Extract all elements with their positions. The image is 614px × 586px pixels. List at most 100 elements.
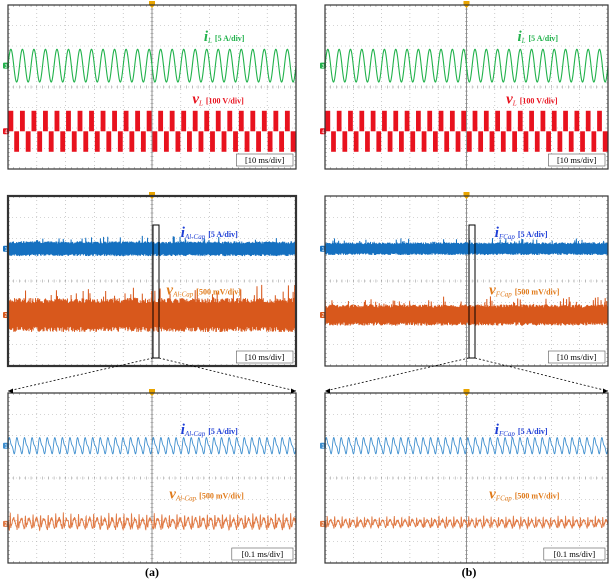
pwm-pulse-negative xyxy=(83,131,89,152)
label-symbol: v xyxy=(489,486,496,502)
pwm-pulse-positive xyxy=(19,110,25,132)
pwm-pulse-positive xyxy=(112,110,117,132)
screen-frame xyxy=(324,392,609,564)
label-subscript: Al-Cap xyxy=(175,494,197,502)
waveform-line xyxy=(324,436,609,455)
time-scale-label: [10 ms/div] xyxy=(557,155,597,165)
label-symbol: i xyxy=(181,422,186,438)
pwm-pulse-negative xyxy=(175,131,181,152)
label-scale: [5 A/div] xyxy=(208,427,238,436)
time-scale-label: [10 ms/div] xyxy=(557,352,597,362)
pwm-pulse-negative xyxy=(71,131,77,152)
pwm-pulse-negative xyxy=(279,131,285,152)
trace-label: vFCap [500 mV/div] xyxy=(489,486,560,502)
pwm-pulse-positive xyxy=(284,110,290,132)
time-scale-frame xyxy=(543,547,606,561)
pwm-pulse-positive xyxy=(359,110,365,132)
trace-label: vAl-Cap [500 mV/div] xyxy=(169,486,244,502)
label-subscript: Al-Cap xyxy=(184,430,206,438)
channel-number: 1 xyxy=(5,444,8,450)
pwm-pulse-negative xyxy=(14,131,20,152)
screen-frame xyxy=(324,4,609,170)
caption-a: (a) xyxy=(145,565,159,579)
pwm-pulse-positive xyxy=(483,110,489,132)
pwm-pulse-negative xyxy=(591,131,597,152)
pwm-pulse-negative xyxy=(221,131,227,152)
scope-panel-b-top: 3iL [5 A/div]4vL [100 V/div][10 ms/div] xyxy=(320,1,609,170)
trace-label: iFCap [5 A/div] xyxy=(495,225,548,241)
zoom-connector-left xyxy=(324,357,470,392)
label-scale: [100 V/div] xyxy=(520,96,558,105)
channel-number: 4 xyxy=(5,129,8,135)
pwm-pulse-negative xyxy=(353,131,359,152)
pwm-pulse-negative xyxy=(290,131,296,152)
label-symbol: v xyxy=(489,283,496,299)
pwm-pulse-negative xyxy=(187,131,192,152)
channel-number: 2 xyxy=(5,313,8,319)
pwm-pulse-positive xyxy=(540,110,546,132)
label-symbol: i xyxy=(181,225,186,241)
pwm-pulse-negative xyxy=(432,131,438,152)
waveform-line xyxy=(7,48,297,83)
zoom-connectors xyxy=(7,224,609,394)
time-scale-box: [0.1 ms/div] xyxy=(231,547,294,561)
waveform-line xyxy=(7,512,297,532)
time-scale-frame xyxy=(236,153,294,167)
pwm-pulse-positive xyxy=(181,110,187,132)
label-subscript: L xyxy=(521,37,526,45)
pwm-pulse-positive xyxy=(66,110,71,132)
pwm-pulse-positive xyxy=(273,110,279,132)
time-scale-box: [10 ms/div] xyxy=(236,153,294,167)
screen-frame xyxy=(7,4,297,170)
pwm-pulse-positive xyxy=(529,110,534,132)
screen-frame xyxy=(7,392,297,564)
pwm-pulse-negative xyxy=(25,131,31,152)
label-subscript: Al-Cap xyxy=(184,233,206,241)
time-scale-label: [0.1 ms/div] xyxy=(242,549,284,559)
pwm-pulse-negative xyxy=(331,131,336,152)
channel-number: 1 xyxy=(322,444,325,450)
time-scale-box: [10 ms/div] xyxy=(548,153,606,167)
pwm-pulse-positive xyxy=(517,110,523,132)
pwm-pulse-positive xyxy=(336,110,342,132)
label-scale: [5 A/div] xyxy=(215,34,245,43)
label-symbol: v xyxy=(166,283,173,299)
screen-frame xyxy=(324,195,609,367)
pwm-pulse-negative xyxy=(342,131,348,152)
time-scale-frame xyxy=(548,350,606,364)
pwm-pulse-negative xyxy=(557,131,563,152)
channel-number: 2 xyxy=(322,313,325,319)
pwm-pulse-positive xyxy=(54,110,60,132)
pwm-pulse-positive xyxy=(238,110,244,132)
pwm-pulse-negative xyxy=(568,131,574,152)
pwm-pulse-positive xyxy=(348,110,353,132)
scope-panel-a-top: 3iL [5 A/div]4vL [100 V/div][10 ms/div] xyxy=(3,1,297,170)
pwm-pulse-negative xyxy=(523,131,529,152)
pwm-pulse-positive xyxy=(461,110,467,132)
pwm-pulse-negative xyxy=(421,131,427,152)
pwm-pulse-negative xyxy=(210,131,215,152)
pwm-pulse-positive xyxy=(169,110,175,132)
pwm-pulse-negative xyxy=(37,131,43,152)
channel-number: 3 xyxy=(5,64,8,70)
label-scale: [5 A/div] xyxy=(208,230,238,239)
time-scale-frame xyxy=(231,547,294,561)
pwm-pulse-negative xyxy=(466,131,472,152)
zoom-connector-right xyxy=(474,357,609,392)
pwm-pulse-positive xyxy=(574,110,580,132)
pwm-pulse-positive xyxy=(382,110,387,132)
label-scale: [100 V/div] xyxy=(206,96,244,105)
label-subscript: FCap xyxy=(498,430,515,438)
zoom-window xyxy=(152,224,160,359)
pwm-pulse-negative xyxy=(546,131,551,152)
label-scale: [5 A/div] xyxy=(518,427,548,436)
pwm-pulse-negative xyxy=(129,131,135,152)
pwm-pulse-positive xyxy=(370,110,376,132)
time-scale-box: [10 ms/div] xyxy=(548,350,606,364)
pwm-pulse-negative xyxy=(267,131,273,152)
pwm-pulse-positive xyxy=(146,110,152,132)
time-scale-frame xyxy=(236,350,294,364)
